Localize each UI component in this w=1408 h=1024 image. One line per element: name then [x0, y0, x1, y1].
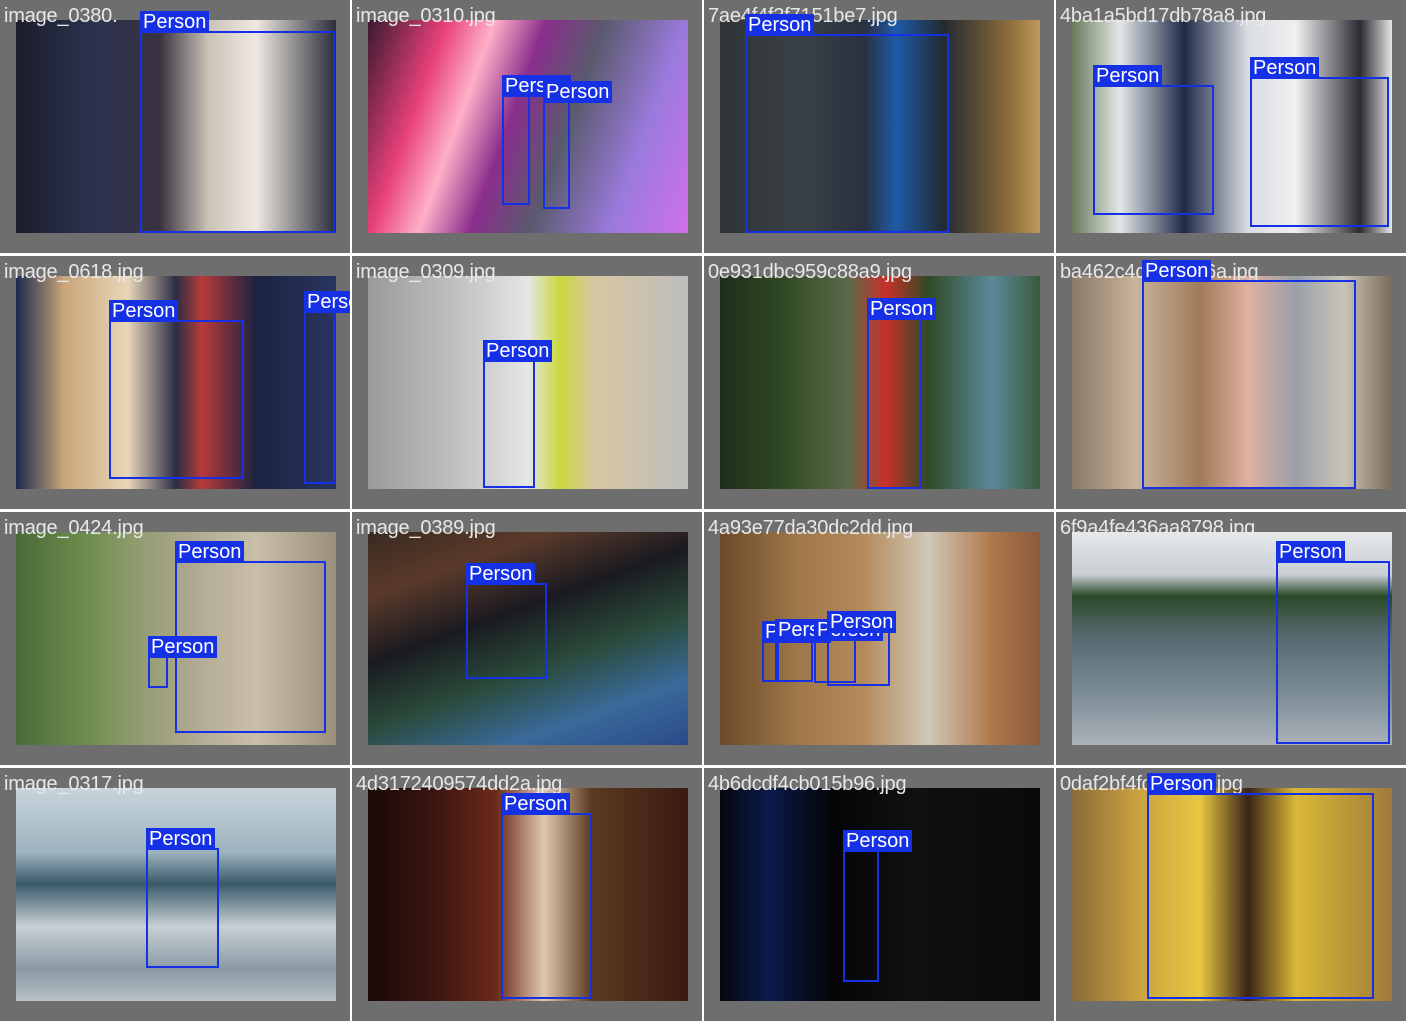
image-tile: 0e931dbc959c88a9.jpg Person — [704, 256, 1054, 509]
detection-box: Person — [775, 619, 845, 682]
photo — [1072, 276, 1392, 489]
detection-box: Person — [1276, 541, 1390, 744]
detection-label: Person — [304, 291, 350, 313]
photo — [1072, 788, 1392, 1001]
detection-label: Person — [1250, 57, 1320, 79]
image-tile: 7ae4f4f3f7151be7.jpg Person — [704, 0, 1054, 253]
detection-box: Person — [843, 830, 913, 982]
filename-label: 4b6dcdf4cb015b96.jpg — [708, 773, 907, 795]
detection-label: Person — [140, 11, 210, 33]
detection-label: Person — [1142, 260, 1212, 282]
photo — [368, 788, 688, 1001]
image-tile: ba462c4c5f19726a.jpg Person — [1056, 256, 1406, 509]
image-tile: 4d3172409574dd2a.jpg Person — [352, 768, 702, 1021]
detection-box: Person — [1142, 260, 1356, 489]
detection-label: Person — [867, 298, 937, 320]
filename-label: image_0618.jpg — [4, 261, 144, 283]
image-tile: 0daf2bf4fd3cfe52.jpg Person — [1056, 768, 1406, 1021]
detection-box: Person — [867, 298, 937, 489]
image-tile: 4b6dcdf4cb015b96.jpg Person — [704, 768, 1054, 1021]
photo — [368, 276, 688, 489]
detection-box: Person — [745, 14, 949, 233]
detection-box: Person — [827, 611, 897, 686]
detection-label: Person — [146, 828, 216, 850]
detection-label: Person — [1276, 541, 1346, 563]
detection-label: Person — [466, 563, 536, 585]
filename-label: image_0310.jpg — [356, 5, 496, 27]
image-tile: image_0317.jpg Person — [0, 768, 350, 1021]
detection-label: Person — [483, 340, 553, 362]
detection-box: Person — [502, 75, 572, 205]
detection-label: Person — [501, 793, 571, 815]
photo — [16, 20, 336, 233]
detection-box: Person — [501, 793, 592, 999]
detection-box: Person — [148, 636, 218, 688]
detection-box: Person — [483, 340, 553, 488]
image-tile: image_0380. Person — [0, 0, 350, 253]
detection-box: Person — [140, 11, 335, 233]
detection-box: Person — [109, 300, 244, 479]
filename-label: image_0424.jpg — [4, 517, 144, 539]
photo — [1072, 20, 1392, 233]
detection-box: Person — [466, 563, 547, 679]
photo — [1072, 532, 1392, 745]
detection-box: Person — [1093, 65, 1214, 215]
filename-label: 0e931dbc959c88a9.jpg — [708, 261, 912, 283]
filename-label: 4d3172409574dd2a.jpg — [356, 773, 563, 795]
image-tile: 4ba1a5bd17db78a8.jpg Person Person — [1056, 0, 1406, 253]
detection-label: Person — [543, 81, 613, 103]
detection-label: Person — [148, 636, 218, 658]
detection-box: Person — [543, 81, 613, 209]
detection-label: Person — [1093, 65, 1163, 87]
filename-label: image_0317.jpg — [4, 773, 144, 795]
image-tile: 4a93e77da30dc2dd.jpg PersonPersonPersonP… — [704, 512, 1054, 765]
filename-label: image_0389.jpg — [356, 517, 496, 539]
image-tile: image_0424.jpg Person Person — [0, 512, 350, 765]
detection-box: Person — [146, 828, 219, 968]
image-tile: image_0389.jpg Person — [352, 512, 702, 765]
detection-label: Person — [109, 300, 179, 322]
filename-label: image_0380. — [4, 5, 118, 27]
image-tile: image_0309.jpg Person — [352, 256, 702, 509]
photo — [720, 20, 1040, 233]
image-tile: image_0618.jpg Person Person — [0, 256, 350, 509]
detection-label: Person — [745, 14, 815, 36]
filename-label: 4ba1a5bd17db78a8.jpg — [1060, 5, 1267, 27]
detection-label: Person — [175, 541, 245, 563]
detection-box: Person — [304, 291, 350, 484]
detection-box: Person — [1147, 773, 1374, 999]
detection-box: Person — [1250, 57, 1389, 227]
image-tile: image_0310.jpg Person Person — [352, 0, 702, 253]
filename-label: 6f9a4fe436aa8798.jpg — [1060, 517, 1256, 539]
detection-label: Person — [1147, 773, 1217, 795]
detection-label: Person — [827, 611, 897, 633]
detection-label: Person — [843, 830, 913, 852]
photo — [720, 788, 1040, 1001]
filename-label: 4a93e77da30dc2dd.jpg — [708, 517, 914, 539]
filename-label: image_0309.jpg — [356, 261, 496, 283]
photo — [16, 788, 336, 1001]
image-tile: 6f9a4fe436aa8798.jpg Person — [1056, 512, 1406, 765]
